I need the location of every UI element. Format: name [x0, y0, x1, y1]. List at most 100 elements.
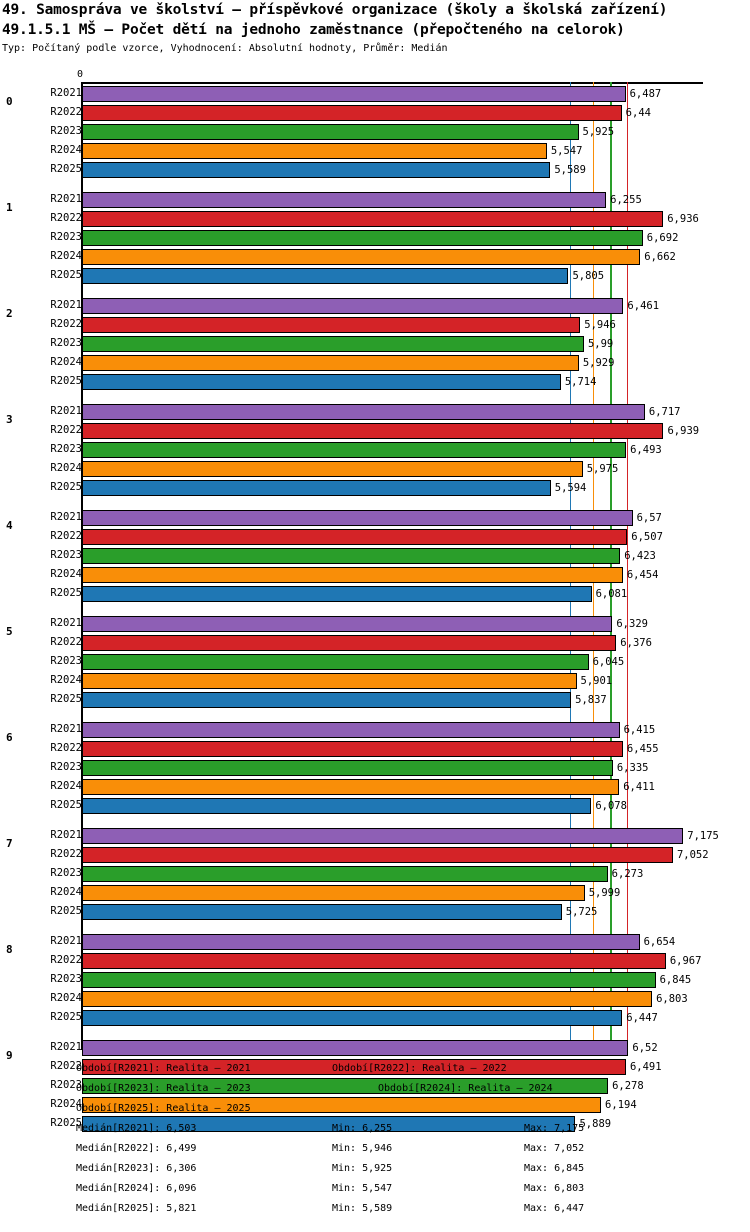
- bar-row[interactable]: R2022 6,936: [0, 209, 750, 228]
- bar[interactable]: [82, 971, 656, 988]
- bar[interactable]: [82, 229, 643, 246]
- bar-row[interactable]: R2023 5,99: [0, 334, 750, 353]
- bar[interactable]: [82, 1096, 602, 1113]
- bar-row[interactable]: R2022 6,491: [0, 1057, 750, 1076]
- bar-row[interactable]: R2024 5,547: [0, 141, 750, 160]
- bar[interactable]: [82, 85, 626, 102]
- bar-row[interactable]: R2021 6,654: [0, 932, 750, 951]
- bar[interactable]: [82, 210, 664, 227]
- bar-row[interactable]: R2024 6,662: [0, 247, 750, 266]
- bar[interactable]: [82, 585, 592, 602]
- bar[interactable]: [82, 759, 613, 776]
- bar[interactable]: [82, 797, 592, 814]
- bar-row[interactable]: R2022 6,455: [0, 739, 750, 758]
- bar[interactable]: [82, 509, 633, 526]
- bar-row[interactable]: R2024 5,901: [0, 671, 750, 690]
- bar-row[interactable]: R2022 6,967: [0, 951, 750, 970]
- bar[interactable]: [82, 403, 645, 420]
- bar[interactable]: [82, 316, 581, 333]
- bar[interactable]: [82, 778, 620, 795]
- bar[interactable]: [82, 634, 617, 651]
- bar-row[interactable]: R2021 6,487: [0, 84, 750, 103]
- bar[interactable]: [82, 903, 562, 920]
- bar[interactable]: [82, 691, 572, 708]
- bar[interactable]: [82, 547, 621, 564]
- bar-row[interactable]: R2024 5,999: [0, 883, 750, 902]
- bar-row[interactable]: R2025 6,081: [0, 584, 750, 603]
- bar[interactable]: [82, 933, 640, 950]
- bar[interactable]: [82, 990, 653, 1007]
- bar[interactable]: [82, 267, 569, 284]
- bar-row[interactable]: R2024 6,411: [0, 777, 750, 796]
- bar-row[interactable]: R2023 6,278: [0, 1076, 750, 1095]
- bar[interactable]: [82, 740, 623, 757]
- bar-row[interactable]: R2022 5,946: [0, 315, 750, 334]
- bar[interactable]: [82, 104, 622, 121]
- bar[interactable]: [82, 566, 623, 583]
- bar-row[interactable]: R2023 6,273: [0, 864, 750, 883]
- bar[interactable]: [82, 479, 551, 496]
- bar[interactable]: [82, 721, 620, 738]
- bar-row[interactable]: R2025 6,447: [0, 1008, 750, 1027]
- bar-row[interactable]: R2022 7,052: [0, 845, 750, 864]
- bar-row[interactable]: R2025 5,714: [0, 372, 750, 391]
- bar-row[interactable]: R2023 6,493: [0, 440, 750, 459]
- bar-row[interactable]: R2021 6,57: [0, 508, 750, 527]
- bar[interactable]: [82, 846, 673, 863]
- bar-row[interactable]: R2025 5,889: [0, 1114, 750, 1133]
- bar[interactable]: [82, 248, 641, 265]
- bar-row[interactable]: R2022 6,507: [0, 527, 750, 546]
- bar[interactable]: [82, 422, 664, 439]
- bar-row[interactable]: R2021 6,329: [0, 614, 750, 633]
- bar-row[interactable]: R2021 6,52: [0, 1038, 750, 1057]
- bar-row[interactable]: R2024 6,454: [0, 565, 750, 584]
- bar-row[interactable]: R2025 6,078: [0, 796, 750, 815]
- bar-row[interactable]: R2024 6,803: [0, 989, 750, 1008]
- bar-row[interactable]: R2022 6,939: [0, 421, 750, 440]
- bar[interactable]: [82, 672, 577, 689]
- bar[interactable]: [82, 373, 561, 390]
- bar[interactable]: [82, 142, 547, 159]
- bar[interactable]: [82, 1077, 609, 1094]
- bar-row[interactable]: R2025 5,725: [0, 902, 750, 921]
- bar[interactable]: [82, 1115, 576, 1132]
- bar[interactable]: [82, 161, 551, 178]
- bar[interactable]: [82, 952, 666, 969]
- bar[interactable]: [82, 123, 579, 140]
- bar[interactable]: [82, 528, 628, 545]
- bar[interactable]: [82, 191, 607, 208]
- bar[interactable]: [82, 1058, 626, 1075]
- bar[interactable]: [82, 653, 589, 670]
- bar[interactable]: [82, 354, 579, 371]
- bar-row[interactable]: R2021 6,717: [0, 402, 750, 421]
- bar-row[interactable]: R2024 5,975: [0, 459, 750, 478]
- bar-row[interactable]: R2023 6,845: [0, 970, 750, 989]
- bar-row[interactable]: R2022 6,44: [0, 103, 750, 122]
- bar-row[interactable]: R2023 6,423: [0, 546, 750, 565]
- bar[interactable]: [82, 335, 584, 352]
- bar-row[interactable]: R2024 5,929: [0, 353, 750, 372]
- bar-row[interactable]: R2025 5,594: [0, 478, 750, 497]
- bar-row[interactable]: R2021 6,255: [0, 190, 750, 209]
- bar[interactable]: [82, 1009, 623, 1026]
- bar-row[interactable]: R2023 6,045: [0, 652, 750, 671]
- bar-row[interactable]: R2025 5,589: [0, 160, 750, 179]
- bar-row[interactable]: R2025 5,805: [0, 266, 750, 285]
- bar[interactable]: [82, 884, 585, 901]
- bar-row[interactable]: R2023 6,335: [0, 758, 750, 777]
- bar[interactable]: [82, 297, 624, 314]
- bar-row[interactable]: R2022 6,376: [0, 633, 750, 652]
- bar[interactable]: [82, 1039, 629, 1056]
- bar-row[interactable]: R2021 6,415: [0, 720, 750, 739]
- bar-row[interactable]: R2025 5,837: [0, 690, 750, 709]
- bar-row[interactable]: R2023 6,692: [0, 228, 750, 247]
- bar-row[interactable]: R2021 6,461: [0, 296, 750, 315]
- bar-row[interactable]: R2023 5,925: [0, 122, 750, 141]
- bar[interactable]: [82, 441, 627, 458]
- bar-row[interactable]: R2021 7,175: [0, 826, 750, 845]
- bar-row[interactable]: R2024 6,194: [0, 1095, 750, 1114]
- bar[interactable]: [82, 865, 608, 882]
- bar[interactable]: [82, 615, 613, 632]
- bar[interactable]: [82, 460, 583, 477]
- bar[interactable]: [82, 827, 684, 844]
